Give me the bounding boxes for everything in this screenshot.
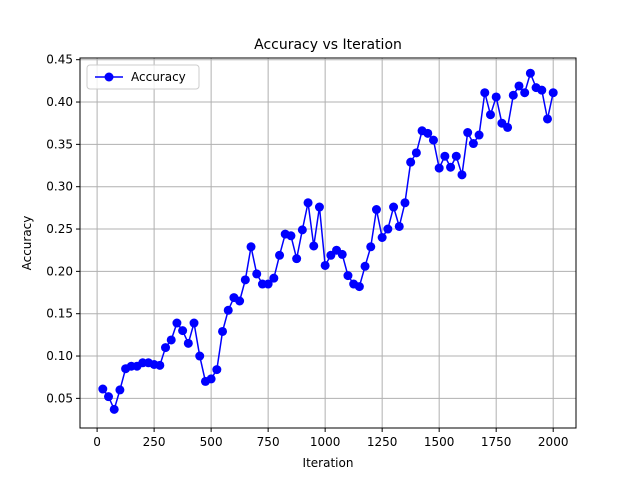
data-point (223, 305, 233, 315)
data-point (206, 374, 216, 384)
y-tick-label: 0.15 (46, 307, 73, 321)
legend-marker-swatch (104, 72, 114, 82)
data-point (246, 242, 256, 252)
data-point (491, 92, 501, 102)
data-point (252, 269, 262, 279)
data-point (400, 198, 410, 208)
data-point (514, 81, 524, 91)
data-point (212, 365, 222, 375)
data-point (297, 225, 307, 235)
data-point (309, 241, 319, 251)
data-point (503, 122, 513, 132)
data-point (434, 163, 444, 173)
data-point (115, 385, 125, 395)
data-point (218, 326, 228, 336)
data-point (525, 68, 535, 78)
data-point (394, 221, 404, 231)
chart-title: Accuracy vs Iteration (254, 37, 402, 53)
y-tick-label: 0.05 (46, 391, 73, 405)
x-tick-label: 2000 (538, 435, 569, 449)
data-point (474, 130, 484, 140)
data-point (389, 202, 399, 212)
y-axis-ticks: 0.05 0.10 0.15 0.20 0.25 0.30 0.35 0.40 0.45 (46, 53, 80, 405)
data-point (292, 254, 302, 264)
data-point (360, 261, 370, 271)
data-point (155, 360, 165, 370)
data-point (189, 318, 199, 328)
data-point (314, 202, 324, 212)
x-axis-label: Iteration (303, 456, 354, 470)
data-point (508, 90, 518, 100)
data-point (275, 250, 285, 260)
data-point (406, 157, 416, 167)
data-point (320, 260, 330, 270)
legend-label-accuracy: Accuracy (131, 70, 186, 84)
data-point (343, 271, 353, 281)
legend: Accuracy (86, 64, 200, 90)
data-point (537, 85, 547, 95)
x-tick-label: 250 (143, 435, 166, 449)
y-tick-label: 0.20 (46, 264, 73, 278)
x-tick-label: 1500 (424, 435, 455, 449)
data-point (166, 335, 176, 345)
y-axis-label: Accuracy (20, 216, 34, 271)
data-point (354, 282, 364, 292)
data-point (457, 170, 467, 180)
data-point (377, 233, 387, 242)
legend-box (86, 64, 200, 90)
series-layer (98, 68, 558, 414)
x-tick-label: 500 (200, 435, 223, 449)
data-point (269, 273, 279, 283)
data-point (109, 404, 119, 414)
x-tick-label: 1250 (367, 435, 398, 449)
x-tick-label: 1750 (481, 435, 512, 449)
data-point (104, 392, 114, 402)
data-point (411, 148, 421, 158)
y-tick-label: 0.10 (46, 349, 73, 363)
data-point (178, 326, 188, 336)
data-point (520, 88, 530, 98)
y-tick-label: 0.40 (46, 95, 73, 109)
x-tick-label: 750 (257, 435, 280, 449)
data-point (195, 351, 205, 361)
data-point (172, 318, 182, 328)
data-point (463, 128, 473, 138)
y-tick-label: 0.45 (46, 53, 73, 67)
data-point (440, 151, 450, 161)
grid-lines (80, 58, 576, 428)
data-point (485, 110, 495, 120)
y-tick-label: 0.35 (46, 137, 73, 151)
data-point (423, 128, 433, 138)
data-point (468, 139, 478, 149)
data-point (303, 198, 313, 208)
data-point (240, 275, 250, 285)
data-point (480, 88, 490, 98)
y-tick-label: 0.25 (46, 222, 73, 236)
data-point (337, 249, 347, 259)
x-tick-label: 1000 (310, 435, 341, 449)
data-point (428, 135, 438, 145)
data-point (235, 296, 245, 306)
x-axis-ticks: 0 250 500 750 1000 1250 1500 1750 2000 (93, 428, 568, 449)
y-tick-label: 0.30 (46, 180, 73, 194)
data-point (98, 384, 108, 394)
data-point (371, 205, 381, 215)
data-point (446, 162, 456, 172)
data-point (366, 242, 376, 252)
data-point (383, 224, 393, 234)
data-point (542, 114, 552, 124)
axes-frame (79, 57, 577, 429)
data-point (263, 279, 273, 289)
data-point (161, 343, 171, 353)
data-point (451, 151, 461, 161)
data-point (548, 88, 558, 98)
x-tick-label: 0 (93, 435, 101, 449)
data-point (183, 338, 193, 348)
data-point (286, 231, 296, 241)
